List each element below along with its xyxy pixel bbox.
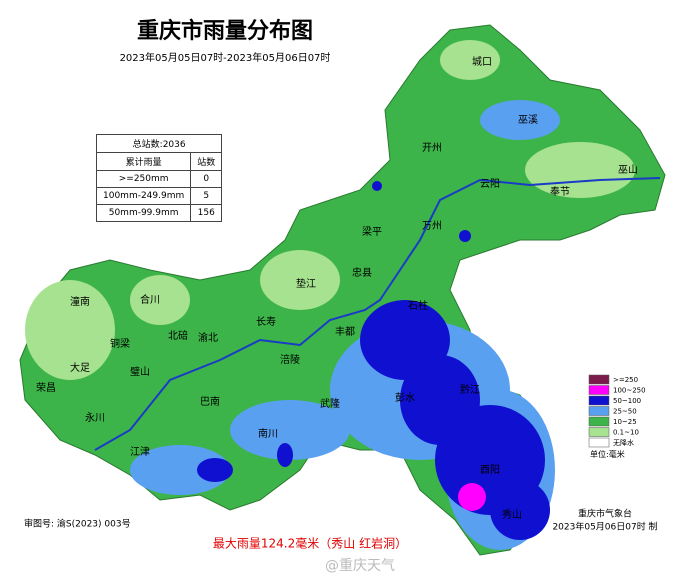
district-label: 南川: [258, 427, 278, 440]
district-label: 丰都: [335, 325, 355, 338]
district-label: 酉阳: [480, 464, 500, 476]
legend-swatch: [588, 385, 610, 395]
district-label: 长寿: [256, 315, 276, 328]
district-label: 巴南: [200, 395, 220, 408]
region-base: [19, 24, 666, 556]
made-time: 2023年05月06日07时 制: [552, 521, 657, 533]
district-label: 秀山: [502, 509, 522, 521]
legend-swatch: [588, 427, 610, 437]
district-label: 永川: [85, 411, 105, 424]
district-label: 巫山: [618, 164, 638, 176]
cell: 100mm-249.9mm: [95, 187, 192, 205]
district-label: 开州: [422, 142, 442, 154]
station-table: 总站数:2036 累计雨量 站数 >=250mm 0 100mm-249.9mm 5 …: [95, 134, 223, 222]
legend-label: 50~100: [613, 397, 641, 405]
legend-label: >=250: [613, 376, 638, 384]
legend-label: 0.1~10: [613, 429, 639, 437]
district-label: 城口: [472, 56, 492, 68]
district-label: 万州: [422, 220, 442, 232]
title: 重庆市雨量分布图: [137, 18, 313, 44]
district-label: 黔江: [460, 383, 480, 396]
district-label: 合川: [140, 293, 160, 306]
agency: 重庆市气象台: [578, 508, 632, 520]
district-label: 荣昌: [36, 382, 56, 394]
district-label: 巫溪: [518, 114, 538, 126]
legend-label: 10~25: [613, 418, 637, 426]
legend-label: 25~50: [613, 408, 637, 416]
district-label: 奉节: [550, 185, 570, 198]
legend-label: 100~250: [613, 387, 646, 395]
district-label: 潼南: [70, 295, 90, 308]
table-title: 总站数:2036: [95, 134, 223, 153]
max-rain: 最大雨量124.2毫米（秀山 红岩洞）: [213, 536, 407, 551]
cell: 0: [190, 170, 223, 188]
watermark: @重庆天气: [325, 558, 395, 574]
legend-swatch: [588, 416, 610, 427]
district-label: 垫江: [296, 277, 316, 290]
very-heavy-rain-area: [458, 483, 486, 511]
river: [94, 177, 661, 451]
district-label: 石柱: [408, 299, 428, 312]
legend-unit: 单位:毫米: [590, 449, 625, 459]
column-header: 累计雨量: [95, 152, 192, 171]
cell: 156: [190, 204, 223, 222]
district-label: 武隆: [320, 397, 340, 410]
district-label: 云阳: [480, 178, 500, 190]
legend-swatch: [588, 374, 610, 385]
legend-swatch: [588, 437, 610, 448]
legend-swatch: [588, 406, 610, 416]
cell: >=250mm: [95, 170, 192, 188]
cell: 50mm-99.9mm: [95, 204, 192, 222]
map-number: 审图号: 渝S(2023) 003号: [24, 518, 131, 530]
column-header: 站数: [190, 152, 223, 171]
district-label: 璧山: [130, 365, 150, 378]
district-label: 铜梁: [110, 337, 130, 350]
legend-swatch: [588, 395, 610, 406]
district-label: 大足: [70, 361, 90, 374]
district-label: 梁平: [362, 225, 382, 238]
district-label: 渝北: [198, 331, 218, 344]
district-label: 忠县: [352, 267, 372, 279]
district-label: 江津: [130, 446, 150, 458]
district-label: 涪陵: [280, 353, 300, 366]
cell: 5: [190, 187, 223, 205]
district-label: 彭水: [395, 391, 415, 404]
subtitle: 2023年05月05日07时-2023年05月06日07时: [120, 51, 331, 64]
district-label: 北碚: [168, 329, 188, 342]
legend-label: 无降水: [613, 438, 634, 447]
